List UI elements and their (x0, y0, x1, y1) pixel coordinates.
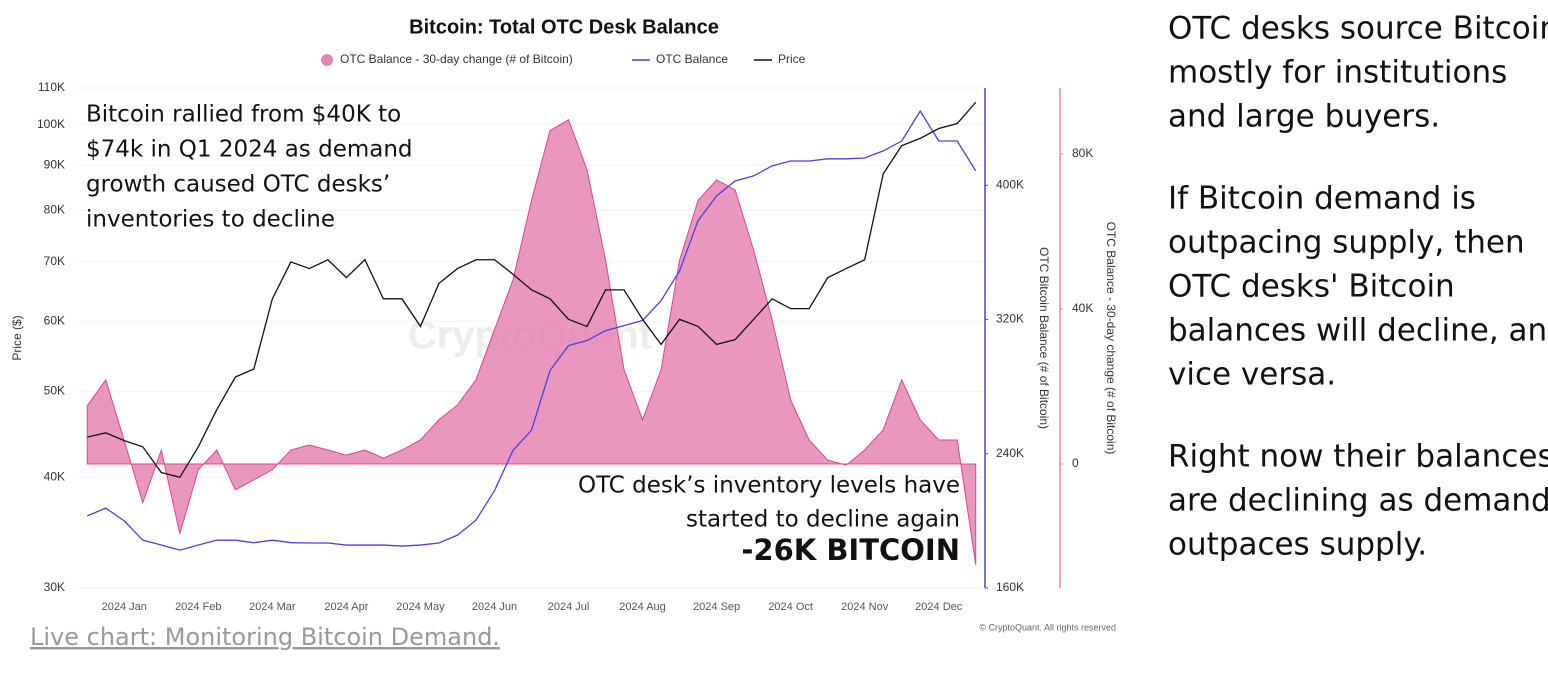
annotation: started to decline again (686, 507, 960, 533)
x-tick-label: 2024 Dec (915, 601, 963, 613)
y-tick-label: 60K (44, 313, 65, 327)
x-tick-label: 2024 May (396, 601, 445, 613)
y3-tick-label: 0 (1072, 456, 1079, 470)
y3-axis-title: OTC Balance - 30-day change (# of Bitcoi… (1104, 222, 1118, 455)
legend-label: OTC Balance (656, 52, 728, 66)
side-text: vice versa. (1168, 357, 1336, 393)
y-tick-label: 90K (44, 157, 65, 171)
side-text: Right now their balances (1168, 439, 1548, 475)
side-text: outpaces supply. (1168, 527, 1427, 563)
x-tick-label: 2024 Sep (693, 601, 740, 613)
side-text: and large buyers. (1168, 99, 1440, 135)
x-tick-label: 2024 Jan (102, 601, 147, 613)
y3-tick-label: 40K (1072, 301, 1093, 315)
side-text: mostly for institutions (1168, 55, 1507, 91)
y3-tick-label: 80K (1072, 146, 1093, 160)
y-tick-label: 80K (44, 203, 65, 217)
x-tick-label: 2024 Mar (249, 601, 296, 613)
y2-tick-label: 240K (996, 446, 1024, 460)
legend-label: Price (778, 52, 806, 66)
x-tick-label: 2024 Apr (324, 601, 368, 613)
line (87, 101, 977, 479)
y-tick-label: 100K (37, 117, 65, 131)
y-axis-title: Price ($) (10, 315, 24, 360)
legend-label: OTC Balance - 30-day change (# of Bitcoi… (340, 52, 573, 66)
side-text: OTC desks' Bitcoin (1168, 269, 1455, 305)
line (87, 109, 977, 551)
x-tick-label: 2024 Feb (175, 601, 221, 613)
x-tick-label: 2024 Oct (768, 601, 813, 613)
annotation: growth caused OTC desks’ (86, 172, 390, 198)
area (86, 119, 977, 565)
side-text: are declining as demand (1168, 483, 1548, 519)
x-tick-label: 2024 Nov (841, 601, 889, 613)
y2-tick-label: 400K (996, 177, 1024, 191)
legend-marker (321, 54, 333, 66)
side-text: outpacing supply, then (1168, 225, 1525, 261)
y-tick-label: 110K (38, 80, 65, 94)
link-text[interactable]: Live chart: Monitoring Bitcoin Demand. (30, 623, 500, 651)
copyright: © CryptoQuant. All rights reserved (979, 622, 1116, 632)
y2-tick-label: 320K (996, 312, 1024, 326)
plot: 30K 40K 50K 60K 70K 80K 90K 100K 110K 160K 240K 320… (37, 52, 1093, 613)
side-text: balances will decline, and (1168, 313, 1548, 349)
y2-axis-title: OTC Bitcoin Balance (# of Bitcoin) (1037, 247, 1051, 429)
chart-title: Bitcoin: Total OTC Desk Balance (409, 16, 719, 38)
y-tick-label: 70K (44, 254, 65, 268)
side-text: If Bitcoin demand is (1168, 181, 1476, 217)
x-tick-label: 2024 Jul (548, 601, 590, 613)
x-tick-label: 2024 Aug (619, 601, 666, 613)
annotation-emphasis: -26K BITCOIN (741, 533, 960, 567)
live-chart-link[interactable]: Live chart: Monitoring Bitcoin Demand. (30, 623, 500, 651)
side-text: OTC desks source Bitcoin (1168, 11, 1548, 47)
y-tick-label: 30K (44, 580, 65, 594)
x-tick-label: 2024 Jun (472, 601, 517, 613)
y-tick-label: 40K (44, 469, 65, 483)
annotation: OTC desk’s inventory levels have (578, 473, 960, 499)
annotation: inventories to decline (86, 207, 335, 233)
y2-tick-label: 160K (996, 580, 1024, 594)
y-tick-label: 50K (44, 384, 65, 398)
annotation: Bitcoin rallied from $40K to (86, 102, 401, 128)
annotation: $74k in Q1 2024 as demand (86, 137, 413, 163)
